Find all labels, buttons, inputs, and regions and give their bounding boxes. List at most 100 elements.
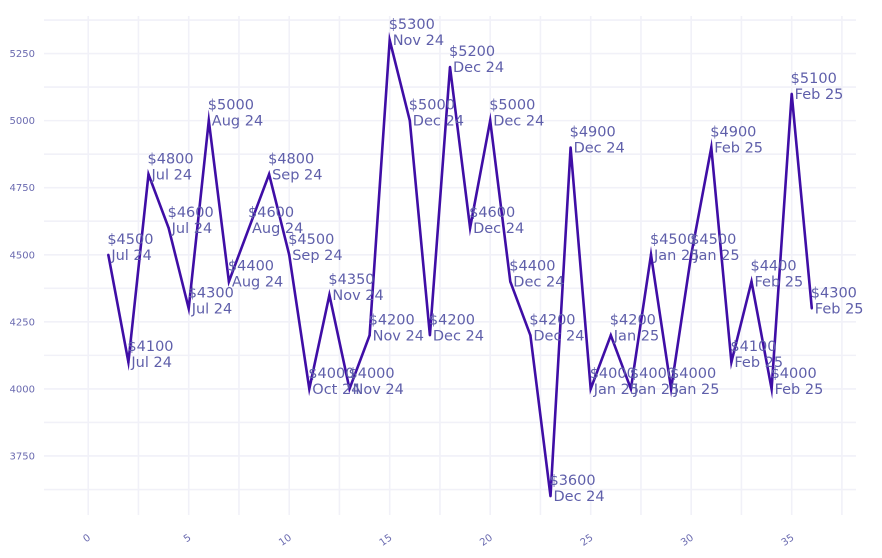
data-point [207, 119, 211, 122]
data-label-value: $4500 [690, 232, 736, 248]
data-label-date: Feb 25 [795, 87, 844, 103]
data-point [308, 387, 311, 391]
data-label-date: Jan 25 [633, 382, 679, 398]
data-label-date: Jul 24 [171, 221, 213, 237]
data-label-value: $4400 [509, 259, 555, 275]
data-point [227, 280, 231, 283]
data-label-date: Dec 24 [493, 114, 544, 130]
x-tick-label: 25 [579, 532, 596, 548]
data-label-date: Nov 24 [373, 328, 424, 344]
data-label-date: Feb 25 [714, 140, 763, 156]
data-point [770, 387, 773, 391]
data-label-date: Jan 25 [693, 248, 739, 264]
data-label-value: $4600 [168, 205, 214, 221]
data-label-date: Jul 24 [110, 248, 152, 264]
data-label-date: Jul 24 [151, 167, 193, 183]
data-label-date: Dec 24 [533, 328, 584, 344]
data-label-date: Sep 24 [292, 248, 342, 264]
data-point [669, 387, 673, 391]
data-label-value: $4500 [650, 232, 696, 248]
data-label-value: $4500 [288, 232, 334, 248]
data-label-value: $4000 [590, 366, 636, 382]
data-label-value: $4900 [710, 124, 756, 140]
data-label-value: $4900 [570, 124, 616, 140]
y-tick-label: 3750 [10, 451, 35, 462]
data-label-value: $5200 [449, 44, 495, 60]
data-label-value: $4600 [469, 205, 515, 221]
x-tick-label: 10 [277, 532, 294, 548]
data-label-date: Aug 24 [232, 275, 283, 291]
data-label-date: Sep 24 [272, 167, 322, 183]
data-point [127, 360, 130, 364]
data-point [710, 146, 713, 149]
data-point [790, 92, 793, 96]
data-label-value: $4100 [730, 339, 776, 355]
y-tick-label: 4250 [10, 317, 35, 328]
data-point [609, 334, 612, 337]
data-label-value: $5000 [489, 98, 535, 114]
data-point [428, 334, 432, 337]
data-label-date: Aug 24 [212, 114, 263, 130]
x-tick-label: 35 [780, 532, 797, 548]
data-label-value: $4200 [529, 312, 575, 328]
data-label-value: $4300 [811, 285, 857, 301]
data-point [488, 119, 492, 122]
data-label-date: Jan 25 [593, 382, 639, 398]
data-point [549, 495, 552, 498]
data-label-date: Nov 24 [393, 33, 444, 49]
data-label-date: Dec 24 [453, 60, 504, 76]
data-label-value: $4000 [308, 366, 354, 382]
data-label-value: $4600 [248, 205, 294, 221]
data-label-value: $4500 [107, 232, 153, 248]
data-label-value: $4800 [268, 151, 314, 167]
data-point [167, 226, 170, 230]
data-point [529, 334, 532, 337]
data-point [288, 253, 291, 256]
data-point [147, 173, 150, 176]
data-label-value: $4200 [610, 312, 656, 328]
data-label-value: $4800 [148, 151, 194, 167]
data-label-date: Dec 24 [473, 221, 524, 237]
data-label-date: Jan 25 [613, 328, 659, 344]
data-label-date: Dec 24 [513, 275, 564, 291]
data-label-value: $5000 [208, 98, 254, 114]
data-label-value: $4200 [369, 312, 415, 328]
data-label-date: Oct 24 [312, 382, 360, 398]
x-tick-label: 30 [679, 532, 696, 548]
data-point [750, 280, 753, 283]
data-point [649, 253, 653, 256]
data-point [810, 307, 813, 310]
y-tick-label: 5000 [10, 116, 35, 127]
data-point [730, 360, 733, 364]
data-point [348, 387, 351, 391]
data-label-date: Jul 24 [191, 301, 233, 317]
data-point [509, 280, 512, 283]
data-label-date: Feb 25 [754, 275, 803, 291]
data-label-value: $4400 [750, 259, 796, 275]
